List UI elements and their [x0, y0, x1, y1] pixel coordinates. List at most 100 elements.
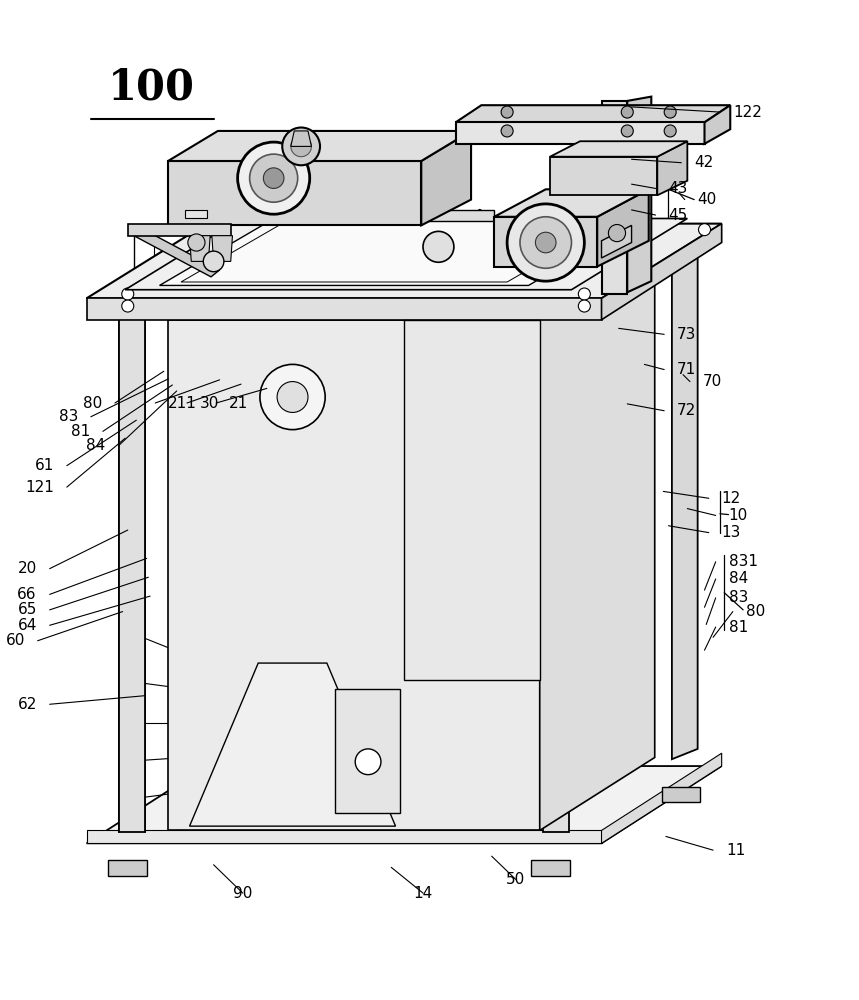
Circle shape [501, 106, 513, 118]
Text: 90: 90 [233, 886, 253, 901]
Circle shape [520, 217, 571, 268]
Polygon shape [119, 298, 145, 832]
Polygon shape [494, 217, 597, 267]
Text: 831: 831 [728, 554, 758, 569]
Polygon shape [601, 225, 631, 258]
Text: 10: 10 [728, 508, 748, 523]
Circle shape [535, 232, 556, 253]
Polygon shape [87, 224, 722, 298]
Text: 71: 71 [677, 362, 697, 377]
Text: 83: 83 [58, 409, 78, 424]
Text: 84: 84 [728, 571, 748, 586]
Circle shape [356, 749, 381, 775]
Circle shape [507, 204, 584, 281]
Text: 45: 45 [668, 208, 688, 223]
Polygon shape [539, 247, 655, 830]
Text: 83: 83 [728, 590, 748, 605]
Circle shape [621, 125, 633, 137]
Polygon shape [134, 229, 220, 277]
Text: 20: 20 [17, 561, 37, 576]
Polygon shape [128, 224, 231, 236]
Text: 80: 80 [82, 396, 102, 411]
Circle shape [578, 288, 590, 300]
Text: 12: 12 [722, 491, 741, 506]
Circle shape [283, 128, 320, 165]
Polygon shape [291, 131, 312, 146]
Text: 122: 122 [733, 105, 762, 120]
Text: 42: 42 [694, 155, 714, 170]
Text: 61: 61 [34, 458, 54, 473]
Polygon shape [421, 131, 471, 225]
Circle shape [239, 224, 251, 236]
Circle shape [122, 300, 134, 312]
Circle shape [238, 142, 310, 214]
Circle shape [280, 753, 323, 796]
Circle shape [188, 234, 205, 251]
Polygon shape [168, 320, 539, 830]
Polygon shape [550, 157, 657, 195]
Polygon shape [160, 220, 640, 285]
Circle shape [250, 154, 298, 202]
Polygon shape [87, 766, 722, 843]
Polygon shape [190, 663, 395, 826]
Circle shape [698, 224, 710, 236]
Polygon shape [543, 298, 569, 832]
Polygon shape [601, 224, 722, 320]
Polygon shape [87, 298, 601, 320]
Text: 11: 11 [726, 843, 746, 858]
Polygon shape [125, 218, 687, 290]
Text: 40: 40 [698, 192, 717, 207]
Text: 81: 81 [728, 620, 748, 635]
Text: 21: 21 [229, 396, 248, 411]
Circle shape [291, 136, 312, 157]
Polygon shape [455, 122, 704, 144]
Text: 60: 60 [5, 633, 25, 648]
Circle shape [204, 251, 224, 272]
Text: 80: 80 [746, 604, 765, 619]
Text: 121: 121 [25, 480, 54, 495]
Polygon shape [601, 753, 722, 843]
Polygon shape [494, 189, 649, 217]
Text: 65: 65 [17, 602, 37, 617]
Polygon shape [404, 320, 539, 680]
Text: 30: 30 [200, 396, 219, 411]
Polygon shape [704, 105, 730, 144]
Bar [204, 787, 242, 802]
Polygon shape [190, 236, 210, 261]
Polygon shape [657, 141, 687, 195]
Polygon shape [186, 210, 207, 218]
Polygon shape [601, 101, 627, 294]
Polygon shape [672, 225, 698, 759]
Circle shape [621, 106, 633, 118]
Text: 43: 43 [668, 181, 688, 196]
Circle shape [608, 224, 625, 242]
Text: 211: 211 [168, 396, 197, 411]
Circle shape [122, 288, 134, 300]
Circle shape [578, 300, 590, 312]
Bar [531, 860, 570, 876]
Bar [108, 860, 147, 876]
Text: 81: 81 [70, 424, 90, 439]
Text: 62: 62 [17, 697, 37, 712]
Polygon shape [627, 97, 651, 292]
Text: 50: 50 [506, 872, 526, 887]
Polygon shape [168, 247, 655, 320]
Circle shape [260, 364, 326, 430]
Polygon shape [250, 210, 494, 221]
Circle shape [277, 382, 308, 412]
Polygon shape [212, 236, 233, 261]
Text: 70: 70 [703, 374, 722, 389]
Circle shape [501, 125, 513, 137]
Polygon shape [336, 689, 399, 813]
Polygon shape [168, 161, 421, 225]
Polygon shape [597, 189, 649, 267]
Text: 64: 64 [17, 618, 37, 633]
Text: 73: 73 [677, 327, 697, 342]
Text: 66: 66 [17, 587, 37, 602]
Text: 14: 14 [413, 886, 433, 901]
Polygon shape [455, 105, 730, 122]
Polygon shape [168, 131, 471, 161]
Polygon shape [214, 236, 240, 763]
Text: 84: 84 [86, 438, 106, 453]
Circle shape [264, 168, 284, 188]
